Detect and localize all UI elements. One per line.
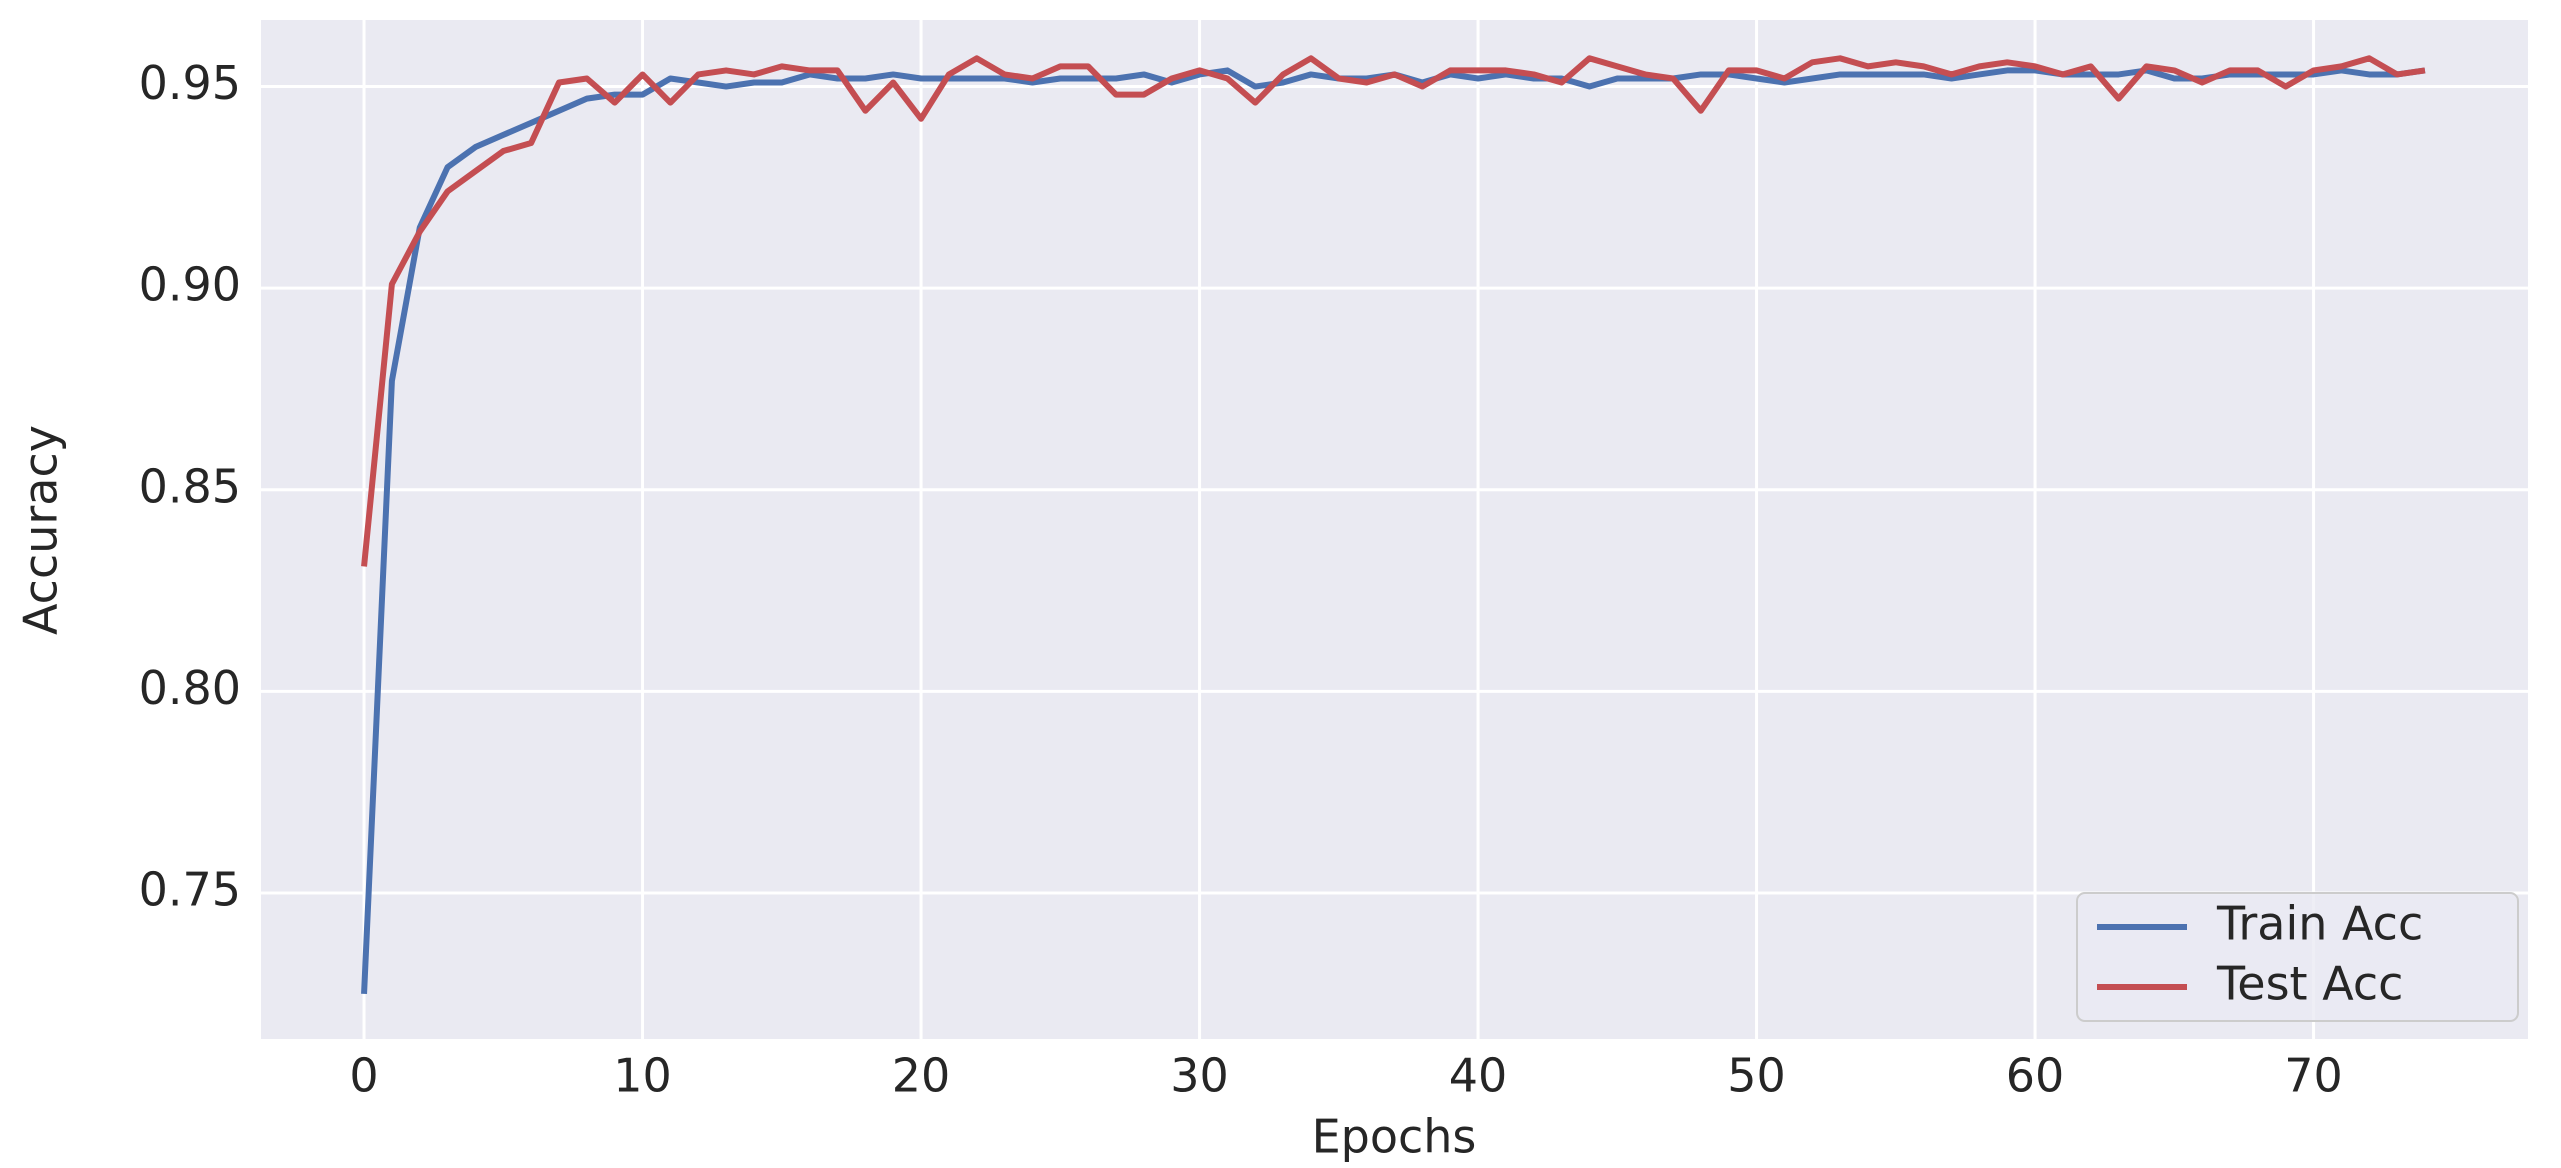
x-tick-label: 60 [2006, 1049, 2065, 1103]
y-tick-label: 0.75 [139, 863, 241, 917]
y-tick-label: 0.95 [139, 56, 241, 110]
legend-box [2076, 892, 2519, 1022]
x-tick-label: 30 [1170, 1049, 1229, 1103]
x-tick-label: 10 [613, 1049, 672, 1103]
y-tick-label: 0.85 [139, 459, 241, 513]
x-tick-label: 70 [2284, 1049, 2343, 1103]
legend: Train Acc Test Acc [2076, 892, 2519, 1022]
x-tick-label: 50 [1727, 1049, 1786, 1103]
y-tick-label: 0.90 [139, 258, 241, 312]
y-axis-label: Accuracy [14, 425, 68, 635]
x-tick-label: 0 [349, 1049, 378, 1103]
plot-area [261, 20, 2528, 1039]
x-tick-label: 40 [1449, 1049, 1508, 1103]
legend-label: Train Acc [2216, 897, 2423, 951]
x-tick-label: 20 [892, 1049, 951, 1103]
legend-label: Test Acc [2216, 957, 2403, 1011]
x-axis-label: Epochs [1312, 1110, 1477, 1164]
data-line [361, 55, 2426, 567]
y-tick-label: 0.80 [139, 661, 241, 715]
